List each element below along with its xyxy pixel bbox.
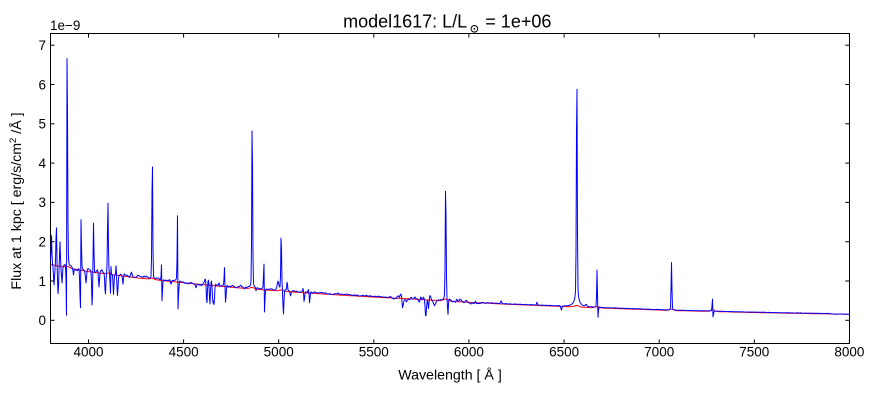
svg-text:2: 2 — [38, 235, 46, 250]
svg-text:Wavelength [ Å ]: Wavelength [ Å ] — [398, 367, 502, 384]
svg-text:7: 7 — [38, 38, 46, 53]
svg-text:7500: 7500 — [739, 345, 769, 360]
svg-text:1: 1 — [38, 274, 46, 289]
svg-text:1e−9: 1e−9 — [50, 18, 80, 33]
svg-text:3: 3 — [38, 195, 46, 210]
svg-text:6000: 6000 — [454, 345, 484, 360]
svg-text:= 1e+06: = 1e+06 — [485, 12, 551, 32]
svg-text:6: 6 — [38, 77, 46, 92]
svg-text:4500: 4500 — [169, 345, 199, 360]
svg-text:4: 4 — [38, 156, 46, 171]
svg-text:5: 5 — [38, 117, 46, 132]
svg-text:0: 0 — [38, 313, 46, 328]
svg-text:8000: 8000 — [834, 345, 864, 360]
svg-text:model1617: L/L: model1617: L/L — [343, 12, 467, 32]
svg-text:7000: 7000 — [644, 345, 674, 360]
svg-text:Flux at 1 kpc [ erg/s/cm2 /Å ]: Flux at 1 kpc [ erg/s/cm2 /Å ] — [8, 112, 25, 289]
svg-text:4000: 4000 — [73, 345, 103, 360]
svg-text:6500: 6500 — [549, 345, 579, 360]
svg-text:5500: 5500 — [359, 345, 389, 360]
svg-text:5000: 5000 — [264, 345, 294, 360]
